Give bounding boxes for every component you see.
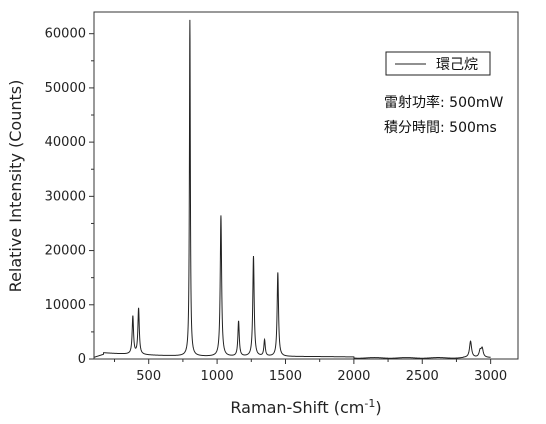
x-axis: 500 1000 1500 2000 2500 3000 (114, 359, 507, 384)
spectrum-line (94, 19, 491, 359)
legend-box (385, 51, 491, 76)
x-tick-label: 2000 (337, 369, 370, 384)
annotation-laser-power: 雷射功率: 500mW (384, 94, 504, 111)
x-tick-label: 1500 (269, 369, 302, 384)
x-axis-title-tail: ) (375, 398, 381, 417)
x-axis-title-sup: -1 (364, 397, 375, 410)
y-axis: 0 10000 20000 30000 40000 50000 60000 (45, 27, 94, 367)
x-tick-label: 500 (136, 369, 161, 384)
x-tick-label: 2500 (406, 369, 439, 384)
legend-label: 環己烷 (436, 57, 478, 73)
peak-point (480, 352, 481, 353)
x-tick-label: 1000 (201, 369, 234, 384)
y-tick-label: 50000 (45, 81, 86, 96)
x-axis-title: Raman-Shift (cm-1) (230, 397, 381, 417)
y-tick-label: 60000 (45, 27, 86, 42)
y-tick-label: 40000 (45, 135, 86, 150)
x-tick-label: 3000 (474, 369, 507, 384)
y-tick-label: 30000 (45, 189, 86, 204)
plot-frame (93, 11, 519, 360)
y-axis-title: Relative Intensity (Counts) (6, 80, 25, 293)
legend: 環己烷 (385, 51, 491, 76)
annotation-integration-time: 積分時間: 500ms (384, 120, 497, 136)
y-tick-label: 0 (78, 352, 86, 367)
y-tick-label: 10000 (45, 298, 86, 313)
y-tick-label: 20000 (45, 244, 86, 259)
x-axis-title-main: Raman-Shift (cm (230, 398, 364, 417)
